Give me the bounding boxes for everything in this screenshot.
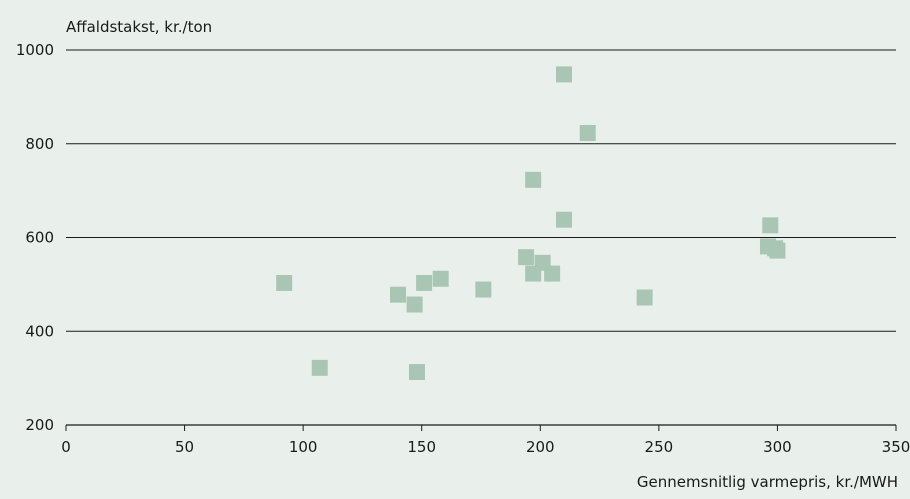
- x-tick-label: 0: [61, 438, 71, 456]
- y-tick-label: 800: [25, 135, 54, 153]
- axis-layer: 200 400 600 800 1000 0 50 100 150 200 250 300 350: [16, 41, 910, 456]
- data-point: [579, 124, 596, 141]
- data-point: [769, 242, 786, 259]
- x-tick-label: 50: [175, 438, 194, 456]
- data-point: [556, 211, 572, 228]
- data-point: [432, 270, 449, 287]
- y-axis-title: Affaldstakst, kr./ton: [66, 18, 212, 36]
- y-tick-label: 1000: [16, 41, 54, 59]
- data-point: [311, 359, 328, 376]
- data-point: [544, 265, 561, 282]
- y-tick-label: 600: [25, 229, 54, 247]
- x-axis-title: Gennemsnitlig varmepris, kr./MWH: [637, 473, 898, 491]
- data-point: [390, 286, 406, 303]
- y-tick-label: 400: [25, 322, 54, 340]
- data-point: [762, 217, 779, 234]
- x-tick-label: 250: [645, 438, 674, 456]
- x-tick-label: 150: [407, 438, 436, 456]
- x-tick-label: 200: [526, 438, 555, 456]
- y-tick-label: 200: [25, 416, 54, 434]
- x-tick-label: 350: [882, 438, 910, 456]
- data-point: [525, 171, 542, 188]
- x-tick-label: 300: [763, 438, 792, 456]
- data-point: [636, 289, 653, 306]
- data-point: [475, 281, 492, 298]
- data-point: [408, 364, 425, 381]
- data-point: [406, 296, 423, 313]
- data-point: [556, 66, 572, 83]
- data-point: [518, 249, 535, 266]
- data-point: [416, 274, 433, 291]
- data-point: [276, 274, 293, 291]
- x-tick-label: 100: [289, 438, 318, 456]
- grid-layer: [66, 49, 896, 332]
- points-layer: [276, 66, 786, 381]
